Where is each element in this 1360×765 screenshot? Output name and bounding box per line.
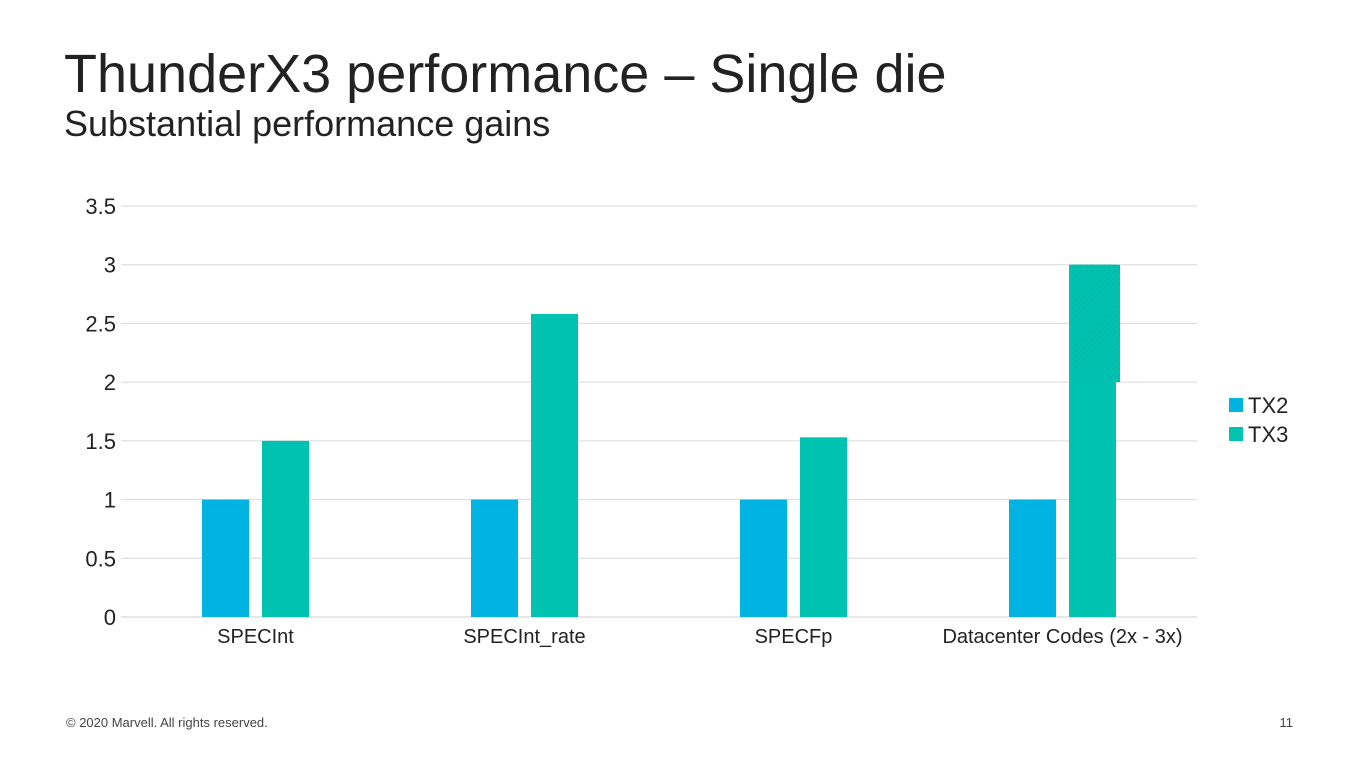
x-tick-label: SPECFp [755,626,833,648]
y-tick-label: 2.5 [85,311,116,336]
bar-tx2 [1009,499,1056,617]
slide-title: ThunderX3 performance – Single die [64,44,947,104]
x-tick-label: SPECInt [217,626,294,648]
bar-tx2 [202,499,249,617]
y-tick-label: 0.5 [85,546,116,571]
y-tick-label: 2 [104,370,116,395]
bar-tx3 [800,437,847,617]
y-tick-label: 3.5 [85,194,116,219]
slide-subtitle: Substantial performance gains [64,103,551,144]
bar-tx3 [262,440,309,617]
x-tick-label: SPECInt_rate [463,626,585,648]
x-tick-label: Datacenter Codes (2x - 3x) [942,626,1182,648]
bar-tx2 [471,499,518,617]
legend-label-tx2: TX2 [1248,393,1288,418]
y-tick-label: 0 [104,605,116,630]
copyright-notice: © 2020 Marvell. All rights reserved. [66,715,268,730]
legend-swatch-tx2 [1229,398,1243,412]
legend-label-tx3: TX3 [1248,422,1288,447]
y-tick-label: 1 [104,488,116,513]
page-number: 11 [1279,715,1294,730]
y-tick-label: 1.5 [85,429,116,454]
y-tick-label: 3 [104,253,116,278]
bar-tx2 [740,499,787,617]
bar-range-overlay [1072,264,1120,383]
legend-swatch-tx3 [1229,427,1243,441]
bar-tx3 [531,314,578,617]
